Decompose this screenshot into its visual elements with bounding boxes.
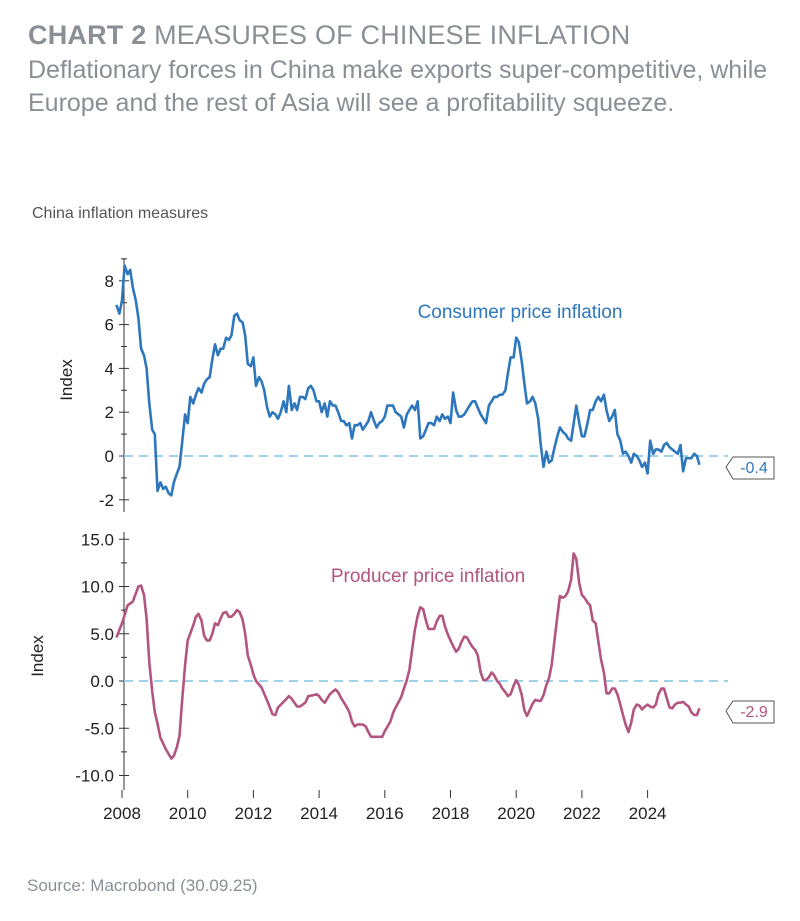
measure-label: China inflation measures — [32, 205, 209, 222]
chart-name: MEASURES OF CHINESE INFLATION — [154, 20, 631, 50]
x-tick-label: 2012 — [234, 804, 272, 823]
cpi-series-line — [115, 264, 701, 497]
ppi-y-tick-label: 10.0 — [81, 578, 114, 597]
cpi-y-tick-label: 4 — [105, 359, 114, 378]
chart-number: CHART 2 — [28, 20, 147, 50]
ppi-end-label-box — [725, 700, 775, 724]
chart-title: CHART 2 MEASURES OF CHINESE INFLATION — [28, 18, 788, 52]
cpi-y-tick-label: 8 — [105, 272, 114, 291]
cpi-series-label: Consumer price inflation — [418, 302, 623, 323]
cpi-end-label: -0.4 — [740, 460, 768, 477]
ppi-series-line — [115, 552, 701, 760]
cpi-y-tick-label: 2 — [105, 403, 114, 422]
ppi-y-axis-title: Index — [28, 635, 47, 677]
ppi-end-label: -2.9 — [740, 704, 768, 721]
ppi-y-tick-label: 0.0 — [90, 672, 114, 691]
chart-header: CHART 2 MEASURES OF CHINESE INFLATION De… — [28, 18, 788, 120]
ppi-y-tick-label: -5.0 — [85, 719, 114, 738]
x-tick-label: 2008 — [103, 804, 141, 823]
cpi-y-tick-label: 6 — [105, 316, 114, 335]
chart-subtitle: Deflationary forces in China make export… — [28, 56, 768, 117]
x-tick-label: 2018 — [432, 804, 470, 823]
ppi-y-tick-label: -10.0 — [75, 767, 114, 786]
x-tick-label: 2016 — [366, 804, 404, 823]
x-tick-label: 2024 — [629, 804, 667, 823]
cpi-end-label-box — [725, 456, 775, 480]
cpi-y-tick-label: -2 — [99, 491, 114, 510]
source-note: Source: Macrobond (30.09.25) — [27, 876, 258, 895]
x-tick-label: 2014 — [300, 804, 338, 823]
ppi-y-tick-label: 5.0 — [90, 625, 114, 644]
cpi-y-axis-title: Index — [57, 359, 76, 401]
x-tick-label: 2020 — [497, 804, 535, 823]
x-tick-label: 2022 — [563, 804, 601, 823]
ppi-series-label: Producer price inflation — [331, 566, 525, 587]
ppi-y-tick-label: 15.0 — [81, 530, 114, 549]
cpi-y-tick-label: 0 — [105, 447, 114, 466]
x-tick-label: 2010 — [169, 804, 207, 823]
